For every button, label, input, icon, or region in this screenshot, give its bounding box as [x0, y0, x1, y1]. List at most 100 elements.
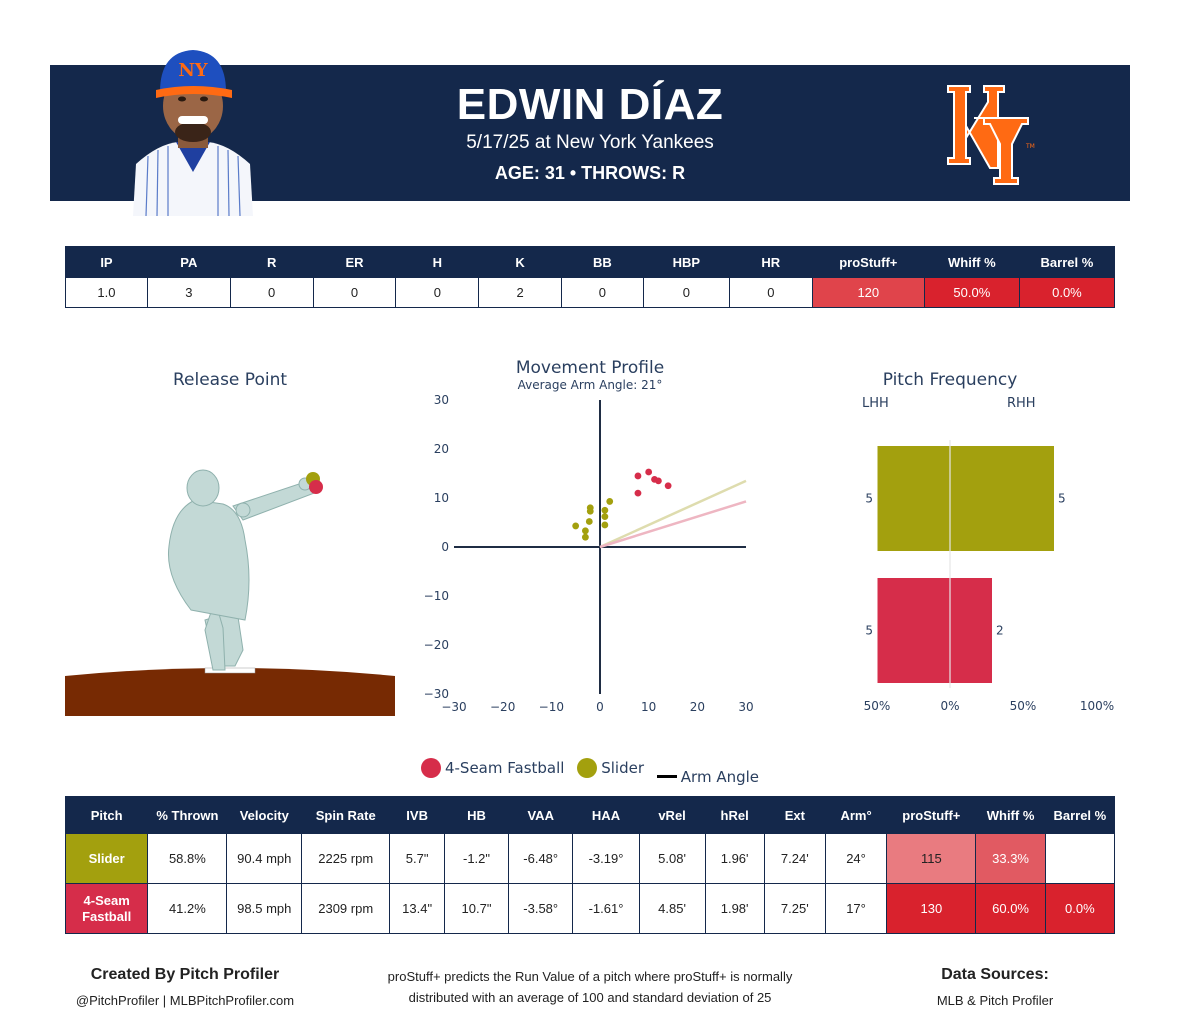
freq-count-rhh: 2 — [996, 624, 1004, 638]
release-point-fastball — [309, 480, 323, 494]
player-headshot-icon: NY — [133, 50, 253, 216]
movement-point-4-seam-fastball — [634, 472, 642, 480]
freq-count-lhh: 5 — [865, 624, 873, 638]
pitch-cell-vrel: 5.08' — [638, 833, 706, 884]
summary-stats-table: IP PA R ER H K BB HBP HR proStuff+ Whiff % Barrel %… — [65, 246, 1116, 308]
summary-header-ip: IP — [65, 246, 148, 278]
footer-credit-title: Created By Pitch Profiler — [90, 966, 280, 983]
pitch-frequency-title: Pitch Frequency — [882, 370, 1018, 390]
summary-header-h: H — [395, 246, 480, 278]
movement-point-slider — [606, 498, 614, 505]
summary-header-hbp: HBP — [642, 246, 730, 278]
legend-item-arm-angle: Arm Angle — [656, 768, 759, 786]
summary-value-barrel: 0.0% — [1018, 277, 1116, 308]
svg-text:NY: NY — [178, 60, 208, 81]
x-tick-label: −20 — [490, 700, 515, 714]
chart-legend: 4-Seam Fastball Slider Arm Angle — [0, 758, 1180, 786]
summary-header-er: ER — [312, 246, 397, 278]
pitch-header-spin-rate: Spin Rate — [301, 796, 391, 834]
y-tick-label: −10 — [424, 589, 449, 603]
freq-bar-rhh-slider — [950, 446, 1054, 551]
freq-bar-lhh-slider — [877, 446, 951, 551]
summary-value-h: 0 — [395, 277, 480, 308]
pitch-header-hb: HB — [443, 796, 510, 834]
pitch-cell-arm: 24° — [824, 833, 888, 884]
movement-point-4-seam-fastball — [664, 482, 672, 490]
table-row: 4-Seam Fastball 41.2% 98.5 mph 2309 rpm 13.4… — [64, 883, 1116, 934]
mets-ny-logo-icon: TM — [947, 85, 1035, 185]
summary-value-hr: 0 — [728, 277, 813, 308]
pitch-cell-vaa: -6.48° — [508, 833, 574, 884]
summary-value-bb: 0 — [560, 277, 644, 308]
movement-point-slider — [601, 506, 609, 514]
pitch-header-vrel: vRel — [638, 796, 706, 834]
summary-value-pa: 3 — [146, 277, 231, 308]
pitch-cell-vaa: -3.58° — [508, 883, 574, 934]
pitch-cell-hrel: 1.98' — [704, 883, 765, 934]
pitch-cell-velocity: 98.5 mph — [226, 883, 303, 934]
x-tick-label: −30 — [441, 700, 466, 714]
rhh-label: RHH — [1007, 396, 1036, 411]
summary-header-r: R — [229, 246, 314, 278]
y-tick-label: 20 — [434, 442, 449, 456]
lhh-label: LHH — [862, 396, 889, 411]
legend-item-slider: Slider — [577, 758, 644, 778]
legend-item-fastball: 4-Seam Fastball — [420, 758, 564, 778]
pitch-cell-vrel: 4.85' — [638, 883, 706, 934]
pitch-cell-ext: 7.25' — [763, 883, 826, 934]
x-tick-label: 20 — [690, 700, 705, 714]
pitch-cell-whiff: 33.3% — [975, 833, 1046, 884]
pitch-header-haa: HAA — [572, 796, 640, 834]
pitch-cell-hb: -1.2" — [443, 833, 510, 884]
player-name: EDWIN DÍAZ — [456, 80, 724, 129]
footer-sources-text: MLB & Pitch Profiler — [936, 993, 1054, 1008]
summary-header-k: K — [478, 246, 562, 278]
pitch-cell-thrown: 58.8% — [147, 833, 228, 884]
pitch-header-ext: Ext — [763, 796, 826, 834]
pitch-cell-hrel: 1.96' — [704, 833, 765, 884]
pitch-name-cell: 4-Seam Fastball — [64, 883, 149, 934]
freq-tick-label: 50% — [864, 699, 891, 713]
footer-note-line: distributed with an average of 100 and s… — [408, 990, 772, 1005]
pitching-mound — [65, 668, 395, 716]
freq-count-lhh: 5 — [865, 492, 873, 506]
movement-point-slider — [586, 507, 594, 515]
pitcher-silhouette — [167, 469, 318, 671]
pitch-header-barrel: Barrel % — [1044, 796, 1116, 834]
summary-header-hr: HR — [728, 246, 813, 278]
pitch-header-velocity: Velocity — [226, 796, 303, 834]
pitch-metrics-table: Pitch% Thrown Velocity Spin Rate IVB HB VAA HA… — [64, 796, 1116, 934]
movement-point-slider — [582, 527, 589, 535]
pitch-cell-ivb: 13.4" — [389, 883, 445, 934]
release-point-chart — [65, 469, 395, 716]
footer-sources-title: Data Sources: — [941, 966, 1049, 983]
pitch-frequency-chart: 5552100%50%0%50%100% — [864, 440, 1114, 713]
svg-text:TM: TM — [1025, 143, 1035, 150]
footer-credit-links: @PitchProfiler | MLBPitchProfiler.com — [75, 993, 295, 1008]
summary-value-k: 2 — [478, 277, 562, 308]
summary-header-prostuff: proStuff+ — [811, 246, 925, 278]
freq-count-rhh: 5 — [1058, 492, 1066, 506]
pitch-header-arm: Arm° — [824, 796, 888, 834]
summary-value-hbp: 0 — [642, 277, 730, 308]
table-row: Slider 58.8% 90.4 mph 2225 rpm 5.7" -1.2" -6.4… — [64, 833, 1116, 884]
movement-profile-chart: −30 −20 −10 0 10 20 30 30 20 10 0 −10 −20 −30 — [424, 393, 754, 714]
x-tick-label: 0 — [596, 700, 604, 714]
freq-tick-label: 0% — [940, 699, 959, 713]
pitch-cell-barrel — [1044, 833, 1116, 884]
movement-point-slider — [582, 533, 589, 541]
pitch-cell-whiff: 60.0% — [975, 883, 1046, 934]
movement-point-slider — [601, 521, 609, 529]
summary-header-pa: PA — [146, 246, 231, 278]
x-tick-label: 30 — [738, 700, 753, 714]
arm-angle-line-slider — [599, 479, 747, 549]
freq-tick-label: 50% — [1010, 699, 1037, 713]
pitch-cell-haa: -1.61° — [572, 883, 640, 934]
y-tick-label: 0 — [441, 540, 449, 554]
pitch-header-prostuff: proStuff+ — [886, 796, 977, 834]
movement-profile-title: Movement Profile — [515, 358, 665, 378]
pitch-cell-prostuff: 130 — [886, 883, 977, 934]
pitch-cell-ext: 7.24' — [763, 833, 826, 884]
x-tick-label: 10 — [641, 700, 656, 714]
x-tick-label: −10 — [539, 700, 564, 714]
